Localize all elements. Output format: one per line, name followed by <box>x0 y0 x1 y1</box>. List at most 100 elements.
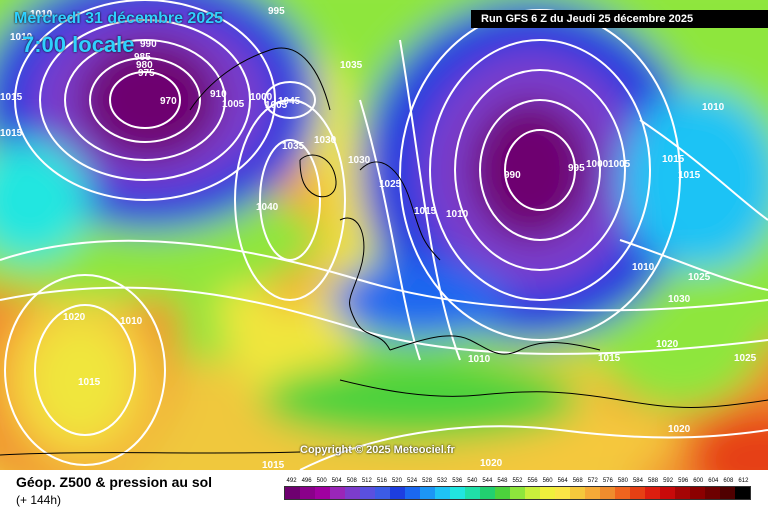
legend-swatch <box>660 487 675 499</box>
isobar-label: 1015 <box>78 377 101 388</box>
isobar-label: 980 <box>136 60 153 71</box>
legend-swatch <box>405 487 420 499</box>
isobar-label: 1015 <box>0 92 23 103</box>
legend-swatch <box>450 487 465 499</box>
legend-value: 492 <box>286 478 297 484</box>
copyright-notice: Copyright © 2025 Meteociel.fr <box>300 444 455 456</box>
isobar-label: 1015 <box>262 460 285 470</box>
legend-value: 572 <box>587 478 598 484</box>
forecast-step: (+ 144h) <box>16 493 62 507</box>
legend-value: 556 <box>527 478 538 484</box>
legend-swatch <box>435 487 450 499</box>
legend-swatch <box>570 487 585 499</box>
legend-value: 552 <box>512 478 523 484</box>
isobar-label: 990 <box>140 39 157 50</box>
legend-swatch <box>675 487 690 499</box>
isobar-label: 1015 <box>678 170 701 181</box>
legend-swatch <box>585 487 600 499</box>
map-title: Géop. Z500 & pression au sol <box>16 474 213 490</box>
isobar-label: 1005 <box>265 100 288 111</box>
legend-swatch <box>510 487 525 499</box>
isobar-label: 1020 <box>668 424 691 435</box>
isobar-label: 1010 <box>10 32 33 43</box>
isobar-label: 1040 <box>256 202 279 213</box>
forecast-time: 7:00 locale <box>22 32 135 57</box>
legend-value: 584 <box>632 478 643 484</box>
geopotential-field <box>0 0 768 470</box>
legend-value: 500 <box>316 478 327 484</box>
isobar-label: 1025 <box>688 272 711 283</box>
legend-value: 504 <box>331 478 342 484</box>
isobar-label: 1020 <box>656 339 679 350</box>
legend-swatch <box>735 487 750 499</box>
isobar-label: 970 <box>160 96 177 107</box>
legend-swatch <box>540 487 555 499</box>
legend-swatch <box>555 487 570 499</box>
legend-value: 512 <box>361 478 372 484</box>
legend-swatch <box>345 487 360 499</box>
isobar-label: 1000 <box>586 159 609 170</box>
legend-swatch <box>465 487 480 499</box>
legend-value: 496 <box>301 478 312 484</box>
legend-swatch <box>315 487 330 499</box>
legend-swatch <box>630 487 645 499</box>
legend-value: 548 <box>497 478 508 484</box>
legend-value: 592 <box>663 478 674 484</box>
legend-value: 608 <box>723 478 734 484</box>
weather-map: 1010 1010 990 985 980 975 970 910 1005 1… <box>0 0 768 470</box>
isobar-label: 1010 <box>632 262 655 273</box>
isobar-label: 1015 <box>414 206 437 217</box>
legend-value: 568 <box>572 478 583 484</box>
model-run-label: Run GFS 6 Z du Jeudi 25 décembre 2025 <box>471 10 768 28</box>
legend-value: 576 <box>602 478 613 484</box>
legend-value: 520 <box>391 478 402 484</box>
legend-swatch <box>375 487 390 499</box>
isobar-label: 1010 <box>446 209 469 220</box>
legend-value: 604 <box>708 478 719 484</box>
legend-swatch <box>330 487 345 499</box>
legend-swatch <box>300 487 315 499</box>
isobar-label: 990 <box>504 170 521 181</box>
isobar-label: 1015 <box>0 128 23 139</box>
isobar-label: 1015 <box>662 154 685 165</box>
isobar-label: 975 <box>138 68 155 79</box>
isobar-label: 1010 <box>30 9 53 20</box>
legend-swatch <box>690 487 705 499</box>
legend-swatch <box>645 487 660 499</box>
legend-swatch <box>600 487 615 499</box>
isobar-label: 1035 <box>282 141 305 152</box>
isobar-labels: 1010 1010 990 985 980 975 970 910 1005 1… <box>0 6 757 470</box>
color-legend: 492 496 500 504 508 512 516 520 524 528 532 536 540 5… <box>284 478 751 500</box>
isobar-label: 1030 <box>314 135 337 146</box>
isobar-label: 1010 <box>468 354 491 365</box>
legend-value: 596 <box>678 478 689 484</box>
isobar-label: 1030 <box>348 155 371 166</box>
isobars <box>0 0 768 470</box>
isobar-label: 995 <box>268 6 285 17</box>
legend-value: 588 <box>648 478 659 484</box>
legend-value: 612 <box>738 478 749 484</box>
legend-swatch <box>495 487 510 499</box>
legend-value: 540 <box>467 478 478 484</box>
legend-swatch <box>360 487 375 499</box>
legend-swatch <box>720 487 735 499</box>
legend-value: 600 <box>693 478 704 484</box>
isobar-label: 1005 <box>222 99 245 110</box>
legend-value: 544 <box>482 478 493 484</box>
isobar-label: 1010 <box>702 102 725 113</box>
isobar-label: 1045 <box>278 96 301 107</box>
isobar-label: 1015 <box>598 353 621 364</box>
legend-swatch <box>480 487 495 499</box>
legend-swatch <box>420 487 435 499</box>
legend-value: 564 <box>557 478 568 484</box>
isobar-label: 985 <box>134 52 151 63</box>
legend-value: 560 <box>542 478 553 484</box>
legend-swatch <box>705 487 720 499</box>
isobar-label: 1005 <box>608 159 631 170</box>
isobar-label: 995 <box>568 163 585 174</box>
isobar-label: 1030 <box>668 294 691 305</box>
isobar-label: 1035 <box>340 60 363 71</box>
legend-swatch <box>615 487 630 499</box>
isobar-label: 910 <box>210 89 227 100</box>
legend-swatch <box>390 487 405 499</box>
